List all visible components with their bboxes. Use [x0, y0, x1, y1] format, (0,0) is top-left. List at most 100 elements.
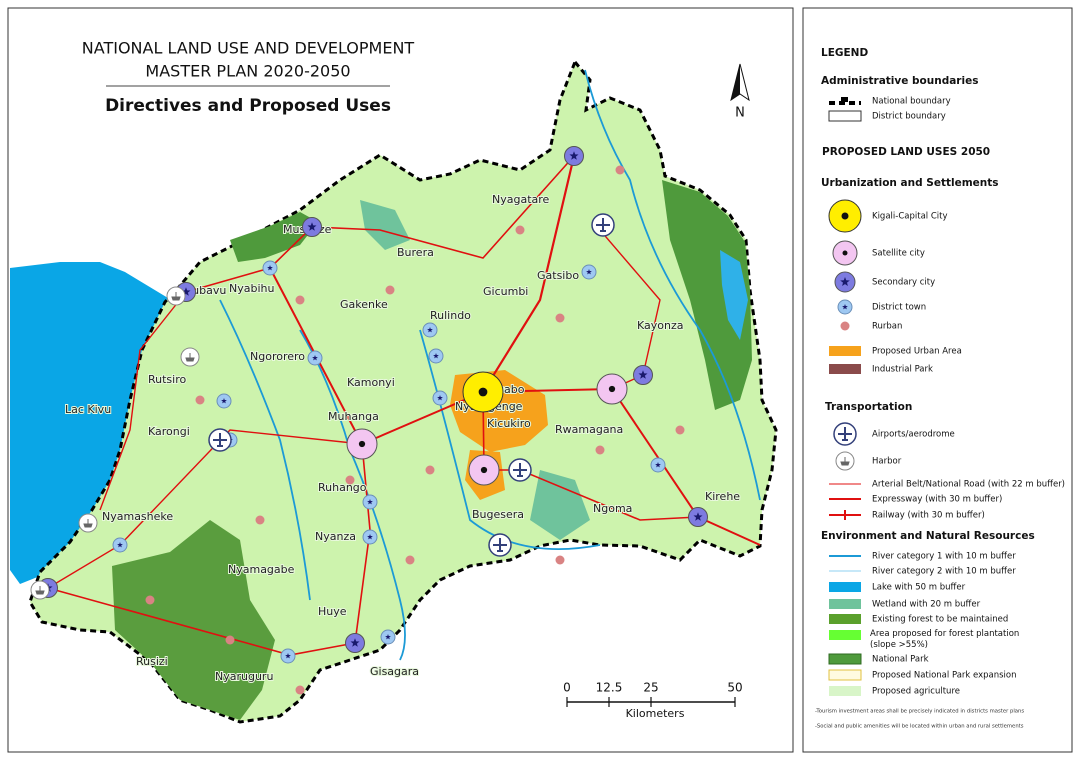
plane-icon: [596, 218, 610, 232]
star-icon: [367, 534, 373, 540]
legend-heading: Environment and Natural Resources: [821, 530, 1035, 542]
scale-unit: Kilometers: [626, 707, 685, 720]
plane-icon: [513, 463, 527, 477]
harbor-icon: [83, 519, 93, 528]
legend-label: River category 1 with 10 m buffer: [872, 552, 1016, 562]
rurban-symbol: [295, 685, 305, 695]
road: [599, 229, 661, 390]
river: [419, 329, 601, 550]
rurban-symbol: [425, 465, 435, 475]
district-label: Nyamagabe: [228, 563, 295, 576]
legend-label: Area proposed for forest plantation (slo…: [870, 629, 1020, 650]
star-icon: [638, 370, 648, 379]
legend-label: Kigali-Capital City: [872, 212, 948, 222]
district-label: Kamonyi: [347, 376, 395, 389]
north-label: N: [735, 106, 745, 121]
legend-swatch: [829, 686, 861, 696]
rurban-symbol: [840, 321, 850, 331]
legend-swatch: [829, 614, 861, 624]
district-label: Nyagatare: [492, 193, 550, 206]
lake: [10, 262, 168, 584]
legend-label: Lake with 50 m buffer: [872, 583, 966, 593]
road: [99, 291, 187, 511]
legend-label: Expressway (with 30 m buffer): [872, 495, 1002, 505]
legend-label: Existing forest to be maintained: [872, 615, 1008, 625]
dot: [480, 466, 488, 474]
district-label: Ruhango: [318, 481, 367, 494]
legend-heading: Administrative boundaries: [821, 75, 978, 87]
wetland: [530, 470, 590, 540]
river: [584, 69, 761, 501]
plane-icon: [493, 538, 507, 552]
district-label: Burera: [397, 246, 434, 259]
star-icon: [840, 277, 850, 286]
legend-label: National boundary: [872, 97, 951, 107]
star-icon: [350, 638, 360, 647]
rurban-symbol: [405, 555, 415, 565]
district-label: Gatsibo: [537, 269, 579, 282]
legend-swatch: [829, 599, 861, 609]
legend-frame: [802, 7, 1073, 753]
star-icon: [586, 269, 592, 275]
star-icon: [267, 265, 273, 271]
legend-label: Industrial Park: [872, 365, 933, 375]
map-subtitle: Directives and Proposed Uses: [105, 96, 391, 116]
star-icon: [385, 634, 391, 640]
legend-label: Railway (with 30 m buffer): [872, 511, 985, 521]
legend-label: Harbor: [872, 457, 902, 467]
district-label: Muhanga: [328, 410, 379, 423]
star-icon: [842, 304, 848, 310]
legend-swatch: [829, 346, 861, 356]
district-label: Karongi: [148, 425, 190, 438]
legend-swatch: [829, 364, 861, 374]
rurban-symbol: [675, 425, 685, 435]
district-label: Huye: [318, 605, 347, 618]
star-icon: [367, 499, 373, 505]
lake: [720, 250, 748, 340]
star-icon: [693, 512, 703, 521]
legend-swatch: [841, 97, 848, 102]
legend-label: Proposed agriculture: [872, 687, 960, 697]
legend-label: Rurban: [872, 322, 902, 332]
akagera-park: [662, 180, 752, 410]
rurban-symbol: [555, 555, 565, 565]
road: [185, 155, 575, 293]
star-icon: [181, 287, 191, 296]
district-label: Rutsiro: [148, 373, 187, 386]
district-label: Gisagara: [370, 665, 419, 678]
harbor-icon: [840, 457, 850, 466]
district-label: Kirehe: [705, 490, 740, 503]
rurban-symbol: [145, 595, 155, 605]
scale-tick-label: 25: [643, 681, 658, 695]
rurban-symbol: [595, 445, 605, 455]
legend-label: Proposed Urban Area: [872, 347, 962, 357]
district-label: Nyaruguru: [215, 670, 273, 683]
star-icon: [569, 151, 579, 160]
legend-swatch: [829, 582, 861, 592]
legend-label: Wetland with 20 m buffer: [872, 600, 981, 610]
star-icon: [433, 353, 439, 359]
legend-swatch: [828, 669, 862, 681]
harbor-icon: [171, 292, 181, 301]
plane-icon: [838, 427, 852, 441]
legend-swatch: [829, 630, 861, 640]
district-label: Kicukiro: [487, 417, 531, 430]
rurban-symbol: [225, 635, 235, 645]
district-label: Lac Kivu: [65, 403, 111, 416]
scale-tick-label: 0: [563, 681, 571, 695]
scale-tick-label: 50: [727, 681, 742, 695]
legend-label: River category 2 with 10 m buffer: [872, 567, 1016, 577]
legend-label: Satellite city: [872, 249, 925, 259]
star-icon: [285, 653, 291, 659]
harbor-icon: [185, 353, 195, 362]
legend-label: National Park: [872, 655, 929, 665]
north-arrow: [731, 64, 740, 100]
nyungwe-park: [112, 520, 275, 720]
district-label: Nyabihu: [229, 282, 274, 295]
district-label: Bugesera: [472, 508, 524, 521]
star-icon: [307, 222, 317, 231]
legend-label: District boundary: [872, 112, 946, 122]
legend-label: Proposed National Park expansion: [872, 671, 1017, 681]
rurban-symbol: [385, 285, 395, 295]
